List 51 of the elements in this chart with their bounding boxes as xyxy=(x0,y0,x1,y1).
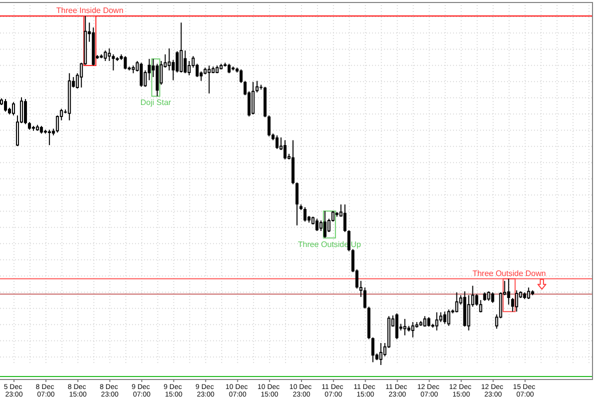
annotation: Three Outside Down xyxy=(472,268,546,278)
candlestick xyxy=(507,278,510,306)
candlestick xyxy=(108,48,111,62)
candlestick xyxy=(315,218,318,232)
candlestick xyxy=(252,81,255,115)
annotation: Three Outside Up xyxy=(298,240,362,249)
candlestick xyxy=(4,98,7,112)
candlestick xyxy=(104,50,107,62)
candlestick xyxy=(48,129,51,146)
candlestick xyxy=(188,60,191,76)
candlestick xyxy=(347,230,350,252)
candlestick xyxy=(240,68,243,84)
candlestick xyxy=(24,98,27,125)
candlestick xyxy=(403,318,406,336)
candlestick xyxy=(124,56,127,70)
candlestick xyxy=(511,297,514,312)
annotation: Doji Star xyxy=(140,98,172,108)
candlestick xyxy=(284,140,287,160)
candlestick xyxy=(323,210,326,238)
candlestick xyxy=(447,309,450,326)
candlestick xyxy=(467,294,470,331)
candlestick xyxy=(176,50,179,74)
candlestick xyxy=(12,102,15,116)
candlestick xyxy=(303,206,306,222)
candlestick xyxy=(435,312,438,331)
candlestick xyxy=(296,182,298,226)
candlestick xyxy=(268,114,271,137)
candlestick xyxy=(256,80,259,93)
candlestick xyxy=(443,311,446,324)
candlestick xyxy=(491,292,494,304)
candlestick xyxy=(515,290,518,312)
candlestick xyxy=(527,287,530,300)
candlestick xyxy=(168,48,171,71)
candlestick xyxy=(379,342,382,365)
candlestick xyxy=(411,322,414,338)
candlestick xyxy=(180,22,183,74)
candlestick xyxy=(112,54,115,71)
candlestick xyxy=(184,50,187,74)
candlestick xyxy=(455,292,458,313)
candlestick xyxy=(395,312,398,340)
text: Three Inside Down xyxy=(56,6,124,15)
candlestick xyxy=(371,336,374,363)
candlestick xyxy=(276,134,279,150)
candlestick xyxy=(208,65,211,94)
candlestick xyxy=(343,204,346,233)
candlestick xyxy=(427,316,430,328)
candlestick xyxy=(363,287,366,309)
candlestick xyxy=(140,62,143,88)
candlestick xyxy=(487,290,490,302)
candlestick xyxy=(439,312,442,323)
candlestick xyxy=(228,63,231,74)
